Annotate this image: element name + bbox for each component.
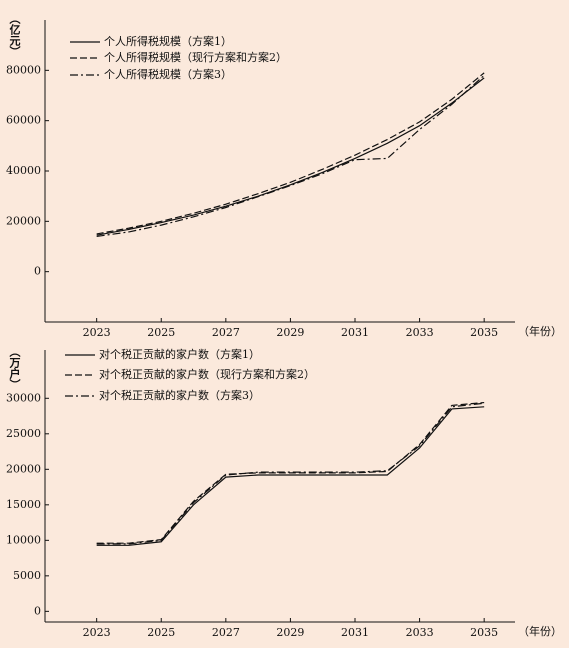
y-tick-label: 20000: [6, 214, 41, 227]
y-tick-label: 10000: [6, 533, 41, 546]
series-line: [96, 406, 485, 546]
y-tick-label: 30000: [6, 391, 41, 404]
y-tick-label: 15000: [6, 498, 41, 511]
x-tick-label: 2023: [83, 626, 111, 639]
x-tick-label: 2031: [341, 326, 369, 339]
y-tick-label: 80000: [6, 63, 41, 76]
series-line: [96, 72, 485, 235]
y-tick-label: 0: [34, 265, 41, 278]
y-tick-label: 60000: [6, 114, 41, 127]
y-axis-label: （万户）: [8, 346, 22, 390]
legend-label: 对个税正贡献的家户数（方案1）: [99, 347, 260, 361]
x-tick-label: 2025: [147, 626, 175, 639]
y-tick-label: 25000: [6, 427, 41, 440]
legend-label: 个人所得税规模（方案3）: [104, 67, 232, 81]
series-line: [96, 77, 485, 236]
x-tick-label: 2033: [406, 626, 434, 639]
x-tick-label: 2025: [147, 326, 175, 339]
legend-label: 对个税正贡献的家户数（现行方案和方案2）: [99, 367, 315, 381]
legend-label: 个人所得税规模（方案1）: [104, 34, 232, 48]
x-axis-label: （年份）: [518, 624, 562, 638]
x-tick-label: 2035: [470, 326, 498, 339]
x-tick-label: 2033: [406, 326, 434, 339]
x-axis-label: （年份）: [518, 324, 562, 338]
series-line: [96, 401, 485, 544]
y-axis-label: （亿元）: [8, 13, 22, 57]
y-tick-label: 20000: [6, 462, 41, 475]
x-tick-label: 2027: [212, 626, 240, 639]
x-tick-label: 2027: [212, 326, 240, 339]
y-tick-label: 40000: [6, 164, 41, 177]
y-tick-label: 5000: [13, 569, 41, 582]
x-tick-label: 2029: [276, 626, 304, 639]
y-tick-label: 0: [34, 604, 41, 617]
x-tick-label: 2035: [470, 626, 498, 639]
legend-label: 个人所得税规模（现行方案和方案2）: [104, 50, 287, 64]
series-line: [96, 402, 485, 545]
legend-label: 对个税正贡献的家户数（方案3）: [99, 388, 260, 402]
x-tick-label: 2023: [83, 326, 111, 339]
x-tick-label: 2029: [276, 326, 304, 339]
series-line: [96, 74, 485, 238]
x-tick-label: 2031: [341, 626, 369, 639]
